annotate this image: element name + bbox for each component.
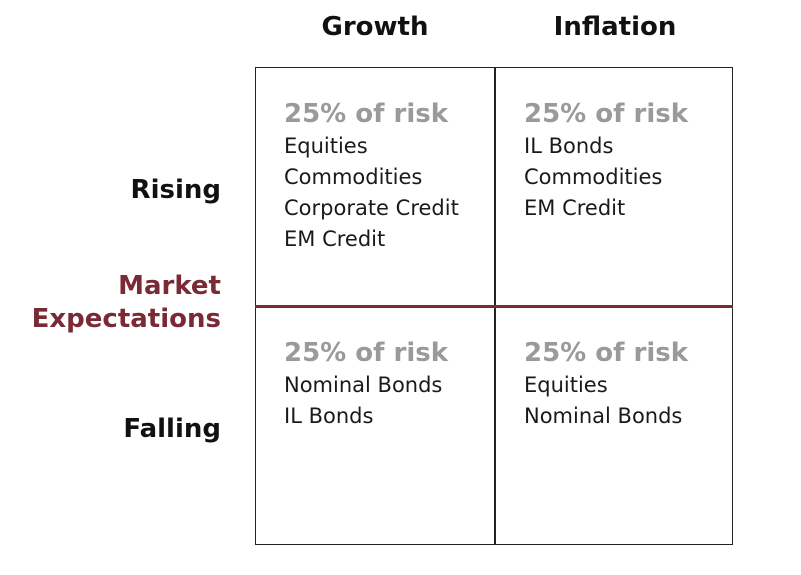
row-label-falling: Falling (123, 414, 221, 444)
row-label-rising: Rising (130, 175, 221, 205)
column-header-growth: Growth (321, 12, 429, 42)
asset-item: Commodities (524, 165, 663, 189)
axis-label-line-1: Market (118, 271, 221, 301)
asset-item: Equities (524, 373, 608, 397)
quadrant-growth-rising: 25% of risk Equities Commodities Corpora… (284, 97, 504, 255)
asset-item: Commodities (284, 165, 423, 189)
asset-item: EM Credit (284, 227, 386, 251)
quadrant-title: 25% of risk (524, 99, 689, 129)
asset-item: IL Bonds (284, 404, 374, 428)
asset-item: Nominal Bonds (524, 404, 683, 428)
quadrant-growth-falling: 25% of risk Nominal Bonds IL Bonds (284, 336, 504, 432)
quadrant-title: 25% of risk (284, 99, 449, 129)
asset-item: EM Credit (524, 196, 626, 220)
asset-item: Equities (284, 134, 368, 158)
asset-item: Nominal Bonds (284, 373, 443, 397)
axis-label-line-2: Expectations (31, 304, 221, 334)
quadrant-inflation-rising: 25% of risk IL Bonds Commodities EM Cred… (524, 97, 744, 224)
horizontal-divider (255, 305, 733, 308)
axis-label-market-expectations: Market Expectations (32, 270, 221, 336)
column-header-inflation: Inflation (553, 12, 677, 42)
quadrant-title: 25% of risk (284, 338, 449, 368)
asset-item: IL Bonds (524, 134, 614, 158)
quadrant-title: 25% of risk (524, 338, 689, 368)
asset-item: Corporate Credit (284, 196, 459, 220)
quadrant-inflation-falling: 25% of risk Equities Nominal Bonds (524, 336, 744, 432)
